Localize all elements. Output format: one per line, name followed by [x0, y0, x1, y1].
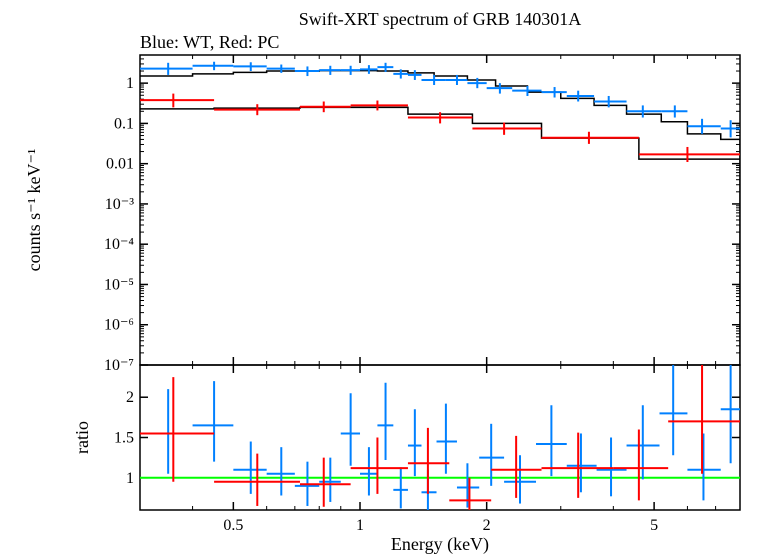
- bottom-axes-box: [140, 365, 740, 510]
- ytick-label: 0.1: [114, 115, 134, 132]
- ytick-label: 10⁻⁴: [104, 236, 134, 253]
- ytick-label: 10⁻⁷: [104, 357, 134, 374]
- ytick-label: 0.01: [106, 156, 134, 173]
- bottom-panel-content: [140, 349, 740, 520]
- ytick-label-bottom: 1.5: [114, 430, 134, 447]
- ylabel-top: counts s⁻¹ keV⁻¹: [24, 149, 44, 272]
- spectrum-chart: Swift-XRT spectrum of GRB 140301A Blue: W…: [0, 0, 758, 556]
- xtick-label: 2: [483, 517, 491, 534]
- ytick-label: 10⁻³: [105, 196, 134, 213]
- chart-title: Swift-XRT spectrum of GRB 140301A: [299, 9, 582, 29]
- top-panel-content: [140, 62, 740, 365]
- chart-svg: Swift-XRT spectrum of GRB 140301A Blue: W…: [0, 0, 758, 556]
- ytick-label: 1: [126, 75, 134, 92]
- chart-subtitle: Blue: WT, Red: PC: [140, 32, 279, 52]
- ytick-label: 10⁻⁵: [104, 276, 134, 293]
- xtick-label: 1: [356, 517, 364, 534]
- ylabel-bottom: ratio: [72, 421, 92, 454]
- top-axes-box: [140, 55, 740, 365]
- ytick-label-bottom: 2: [126, 389, 134, 406]
- ytick-label: 10⁻⁶: [104, 317, 134, 334]
- ytick-label-bottom: 1: [126, 470, 134, 487]
- xtick-label: 5: [650, 517, 658, 534]
- xlabel: Energy (keV): [391, 534, 489, 555]
- xtick-label: 0.5: [223, 517, 243, 534]
